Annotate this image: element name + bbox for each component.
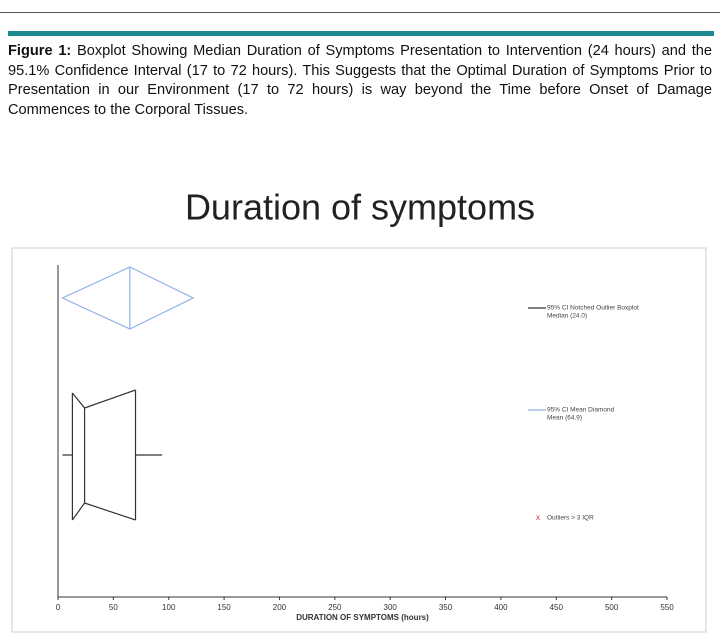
box-bottom	[71, 502, 136, 521]
x-tick-label: 300	[384, 603, 398, 612]
x-tick-label: 400	[494, 603, 508, 612]
legend-text: 95% CI Notched Outlier Boxplot	[547, 305, 639, 312]
x-tick-label: 500	[605, 603, 619, 612]
legend-text: Mean (64.9)	[547, 415, 582, 422]
accent-bar	[8, 31, 714, 36]
x-tick-label: 0	[56, 603, 61, 612]
legend-text: Median (24.0)	[547, 313, 587, 320]
chart-title: Duration of symptoms	[185, 187, 535, 228]
legend-marker: x	[536, 513, 540, 522]
chart: Duration of symptoms 0 50 100 150 200 250 300 3…	[11, 187, 707, 633]
x-tick-label: 350	[439, 603, 453, 612]
caption: Figure 1: Boxplot Showing Median Duratio…	[8, 42, 712, 120]
chart-frame	[11, 247, 707, 633]
legend-text: 95% CI Mean Diamond	[547, 407, 615, 414]
x-tick-label: 50	[109, 603, 118, 612]
caption-text: Boxplot Showing Median Duration of Sympt…	[8, 43, 712, 118]
mean-diamond	[60, 266, 195, 330]
top-rule	[0, 12, 720, 13]
x-tick-label: 450	[550, 603, 564, 612]
box-top	[71, 389, 136, 409]
x-tick-label: 100	[162, 603, 176, 612]
legend-text: Outliers > 3 IQR	[547, 515, 594, 522]
caption-label: Figure 1:	[8, 43, 72, 59]
x-tick-label: 550	[660, 603, 674, 612]
x-tick-label: 250	[328, 603, 342, 612]
x-axis-label: DURATION OF SYMPTOMS (hours)	[296, 613, 429, 622]
x-tick-label: 150	[217, 603, 231, 612]
x-tick-label: 200	[273, 603, 287, 612]
